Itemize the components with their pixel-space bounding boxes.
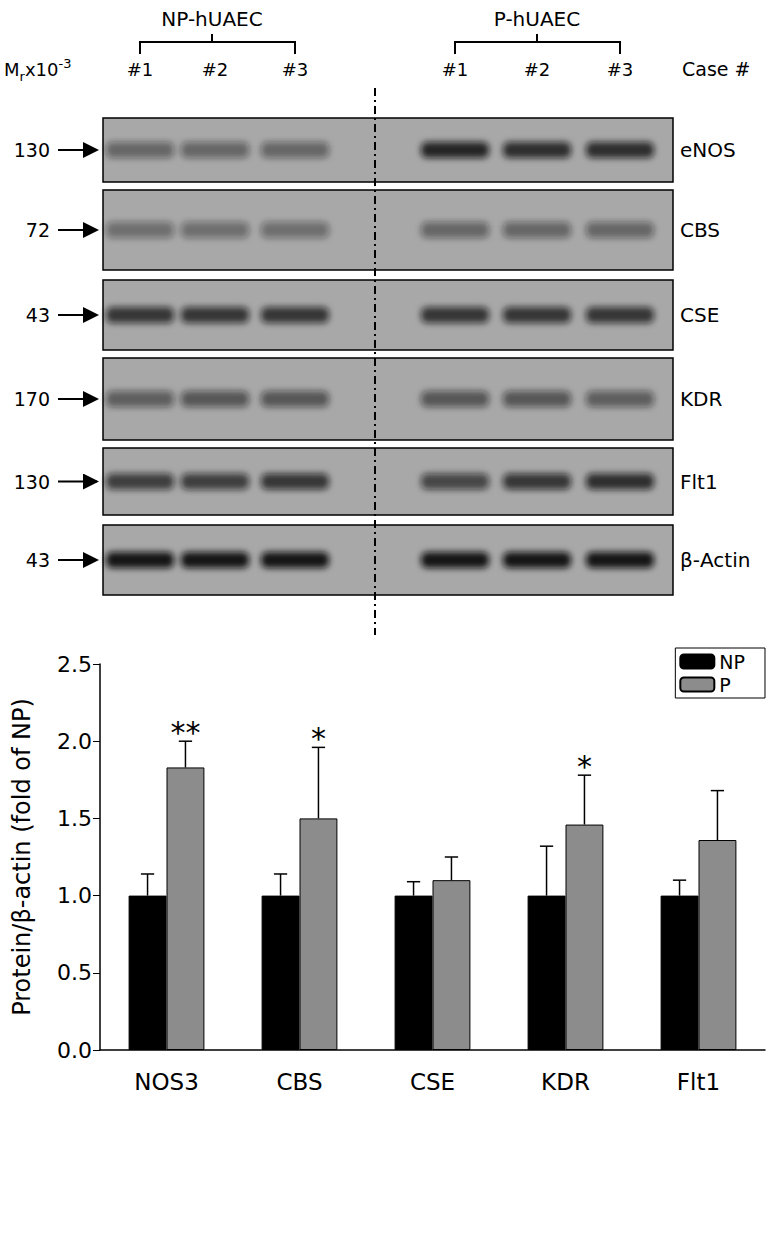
svg-text:#1: #1: [127, 59, 154, 80]
svg-text:Case #: Case #: [682, 58, 750, 80]
svg-text:43: 43: [26, 549, 50, 571]
svg-text:#3: #3: [607, 59, 634, 80]
svg-text:0.0: 0.0: [57, 1038, 92, 1063]
svg-text:NP-hUAEC: NP-hUAEC: [161, 7, 262, 31]
svg-text:NP: NP: [719, 651, 745, 673]
svg-text:CBS: CBS: [276, 1069, 322, 1095]
svg-text:Flt1: Flt1: [680, 470, 718, 494]
svg-text:2.0: 2.0: [57, 729, 92, 754]
svg-text:43: 43: [26, 304, 50, 326]
svg-text:#1: #1: [442, 59, 469, 80]
svg-text:P: P: [719, 674, 730, 696]
svg-text:#2: #2: [202, 59, 229, 80]
svg-text:CSE: CSE: [680, 303, 719, 327]
svg-text:0.5: 0.5: [57, 960, 92, 985]
svg-text:CSE: CSE: [410, 1069, 455, 1095]
svg-text:KDR: KDR: [680, 387, 723, 411]
svg-text:170: 170: [14, 388, 50, 410]
svg-text:**: **: [170, 715, 200, 750]
svg-text:130: 130: [14, 471, 50, 493]
svg-text:Flt1: Flt1: [677, 1069, 720, 1095]
svg-text:CBS: CBS: [680, 218, 720, 242]
svg-text:2.5: 2.5: [57, 652, 92, 677]
svg-text:130: 130: [14, 139, 50, 161]
svg-text:P-hUAEC: P-hUAEC: [494, 7, 580, 31]
svg-text:#2: #2: [524, 59, 551, 80]
svg-text:*: *: [311, 721, 326, 756]
svg-text:*: *: [577, 749, 592, 784]
svg-text:1.0: 1.0: [57, 883, 92, 908]
svg-text:NOS3: NOS3: [134, 1069, 199, 1095]
svg-text:KDR: KDR: [541, 1069, 590, 1095]
svg-text:Mrx10-3: Mrx10-3: [4, 56, 71, 84]
svg-text:eNOS: eNOS: [680, 138, 736, 162]
svg-text:Protein/β-actin (fold of NP): Protein/β-actin (fold of NP): [8, 698, 36, 1016]
svg-text:β-Actin: β-Actin: [680, 548, 750, 572]
svg-text:72: 72: [26, 219, 50, 241]
svg-text:#3: #3: [282, 59, 309, 80]
svg-text:1.5: 1.5: [57, 806, 92, 831]
